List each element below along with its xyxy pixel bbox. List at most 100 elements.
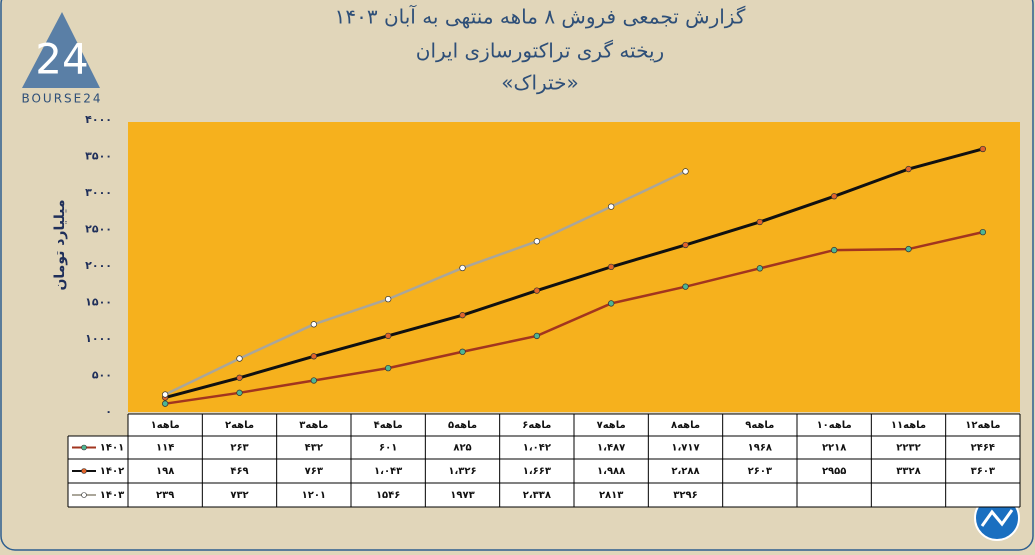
- table-value: ۴۶۹: [230, 466, 248, 477]
- table-value: ۲،۳۳۸: [523, 490, 551, 501]
- x-tick-label: ۹ماهه: [745, 420, 774, 431]
- point: [162, 391, 169, 398]
- point: [236, 374, 243, 381]
- y-tick-label: ۲۵۰۰: [85, 223, 112, 236]
- point: [905, 245, 912, 253]
- table-value: ۶۰۱: [379, 443, 397, 454]
- x-tick-label: ۸ماهه: [671, 420, 700, 431]
- point: [756, 265, 763, 272]
- point: [682, 283, 689, 290]
- table-value: ۱۵۴۶: [376, 490, 400, 501]
- table-value: ۴۳۲: [305, 443, 323, 454]
- table-value: ۱،۴۸۷: [597, 443, 625, 454]
- point: [682, 241, 689, 249]
- legend-marker: [81, 468, 87, 474]
- table-value: ۷۶۳: [305, 466, 323, 477]
- point: [905, 165, 912, 173]
- table-value: ۱،۶۶۳: [523, 466, 551, 477]
- table-value: ۲۲۳۲: [896, 443, 920, 454]
- table-value: ۸۲۵: [453, 443, 471, 454]
- point: [831, 193, 838, 200]
- x-tick-label: ۳ماهه: [299, 420, 328, 431]
- point: [310, 377, 317, 384]
- x-tick-label: ۱۲ماهه: [965, 420, 1000, 431]
- table-value: ۲۶۰۳: [748, 466, 772, 477]
- point: [979, 228, 986, 236]
- badge-icon: [980, 509, 1014, 527]
- x-tick-label: ۲ماهه: [225, 420, 254, 431]
- table-value: ۲۹۵۵: [822, 466, 846, 477]
- y-tick-label: ۴۰۰۰: [85, 113, 112, 126]
- point: [310, 321, 317, 328]
- plot-area: [128, 122, 1020, 412]
- point: [533, 332, 540, 340]
- point: [236, 355, 243, 362]
- series-line: [164, 230, 984, 405]
- logo-number: 24: [35, 35, 88, 84]
- point: [608, 263, 615, 271]
- table-value: ۱۲۰۱: [302, 490, 326, 501]
- table-value: ۲۸۱۳: [599, 490, 623, 501]
- x-tick-label: ۵ماهه: [448, 420, 477, 431]
- point: [385, 332, 392, 340]
- table-value: ۳۶۰۳: [971, 466, 995, 477]
- x-tick-label: ۱۱ماهه: [891, 420, 926, 431]
- table-value: ۱،۰۴۲: [523, 443, 551, 454]
- x-tick-label: ۱ماهه: [151, 420, 180, 431]
- legend-label: ۱۴۰۱: [100, 443, 124, 454]
- table-value: ۱۹۶۸: [748, 443, 772, 454]
- point: [310, 353, 317, 360]
- point: [459, 348, 466, 355]
- x-tick-label: ۶ماهه: [522, 420, 551, 431]
- table-value: ۲۶۳: [230, 443, 248, 454]
- point: [162, 400, 169, 407]
- table-value: ۳۳۲۸: [896, 466, 920, 477]
- table-value: ۲،۲۸۸: [671, 466, 699, 477]
- y-tick-label: ۳۵۰۰: [85, 150, 112, 163]
- y-tick-label: ۲۰۰۰: [85, 259, 112, 272]
- table-value: ۱،۰۴۳: [374, 466, 402, 477]
- point: [831, 246, 838, 254]
- table-value: ۱،۳۲۶: [448, 466, 476, 477]
- series-line: [164, 147, 984, 399]
- chart-subtitle: ریخته گری تراکتورسازی ایران: [416, 39, 664, 63]
- point: [608, 203, 615, 210]
- table-value: ۱۹۷۳: [450, 490, 474, 501]
- y-tick-label: ۱۵۰۰: [85, 296, 112, 309]
- x-tick-label: ۴ماهه: [374, 420, 403, 431]
- table-value: ۳۲۹۶: [673, 490, 697, 501]
- table-value: ۱۱۴: [156, 443, 174, 454]
- point: [756, 218, 763, 226]
- legend-marker: [81, 444, 87, 451]
- series-line: [164, 170, 687, 396]
- x-tick-label: ۷ماهه: [597, 420, 626, 431]
- logo-text: BOURSE24: [21, 92, 102, 106]
- point: [236, 389, 243, 396]
- legend-label: ۱۴۰۲: [100, 466, 124, 477]
- y-tick-label: ۳۰۰۰: [85, 186, 112, 199]
- chart-subtitle: «ختراک»: [501, 71, 578, 95]
- legend-marker: [81, 492, 87, 498]
- logo-shape: [22, 12, 100, 88]
- table-value: ۱۹۸: [156, 466, 174, 477]
- point: [608, 300, 615, 307]
- point: [385, 295, 392, 303]
- point: [385, 364, 392, 372]
- point: [459, 312, 466, 319]
- point: [533, 238, 540, 245]
- legend-label: ۱۴۰۳: [100, 490, 124, 501]
- y-tick-label: ۵۰۰: [92, 369, 112, 382]
- point: [533, 287, 540, 294]
- table-value: ۷۳۲: [230, 490, 248, 501]
- y-tick-label: ۰: [105, 405, 112, 418]
- x-tick-label: ۱۰ماهه: [817, 420, 852, 431]
- table-value: ۱،۹۸۸: [597, 466, 625, 477]
- table-value: ۲۴۶۴: [971, 443, 995, 454]
- table-value: ۱،۷۱۷: [671, 443, 699, 454]
- point: [682, 168, 689, 175]
- chart-title: گزارش تجمعی فروش ۸ ماهه منتهی به آبان ۱۴…: [335, 4, 746, 29]
- point: [459, 264, 466, 272]
- y-tick-label: ۱۰۰۰: [85, 332, 112, 345]
